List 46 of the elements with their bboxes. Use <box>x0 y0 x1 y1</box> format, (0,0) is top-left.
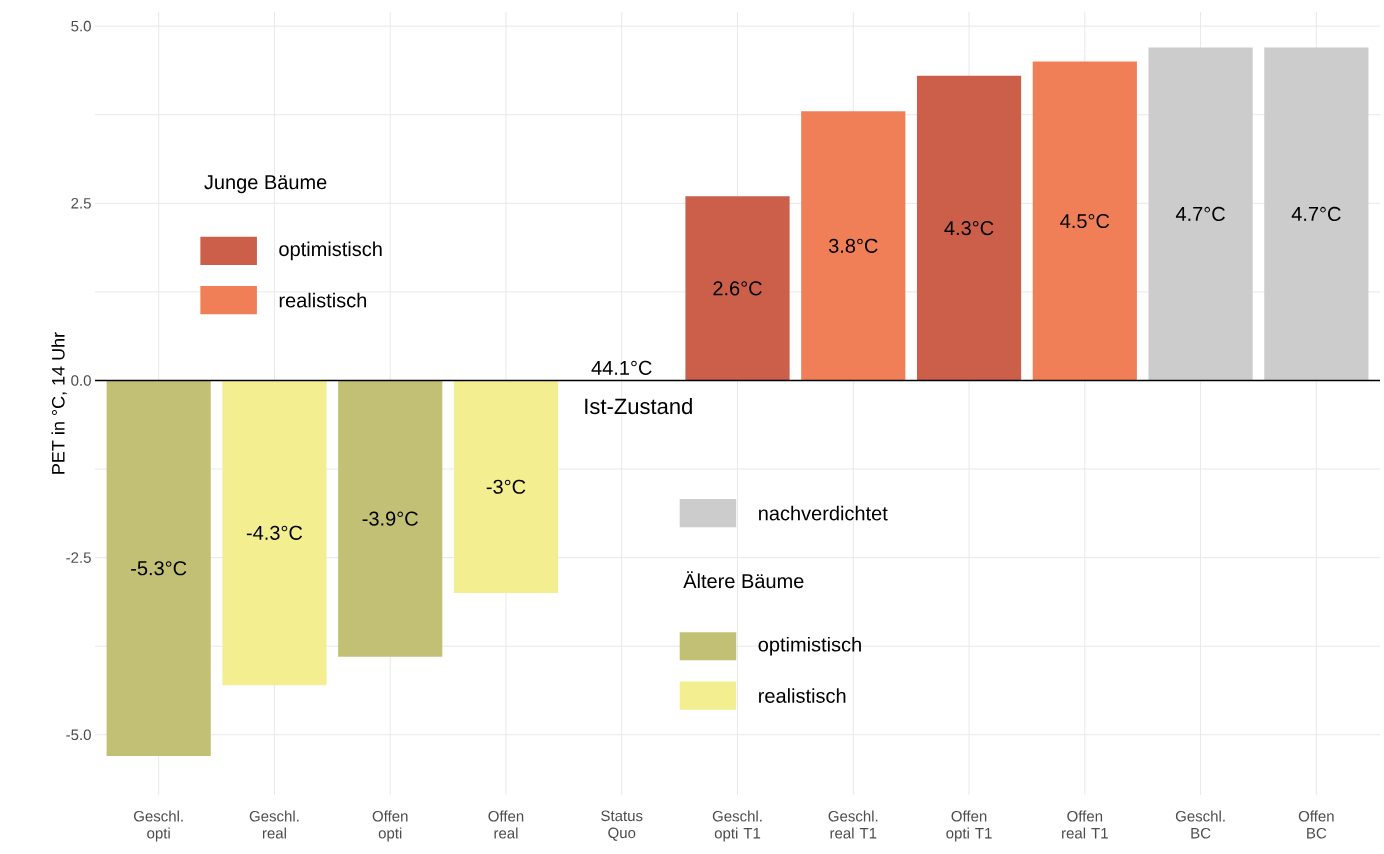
bar <box>916 75 1022 381</box>
y-tick-label: -5.0 <box>66 729 91 741</box>
legend-label: nachverdichtet <box>759 505 888 521</box>
x-tick-label: Offen real T1 <box>1062 810 1108 839</box>
bar <box>1264 47 1369 381</box>
legend-label: optimistisch <box>279 241 382 261</box>
x-tick-label: Status Quo <box>601 810 643 841</box>
x-tick-label: Geschl. BC <box>1175 810 1225 839</box>
bar <box>801 111 906 381</box>
x-tick-label: Offen opti T1 <box>946 810 992 842</box>
legend-label: realistisch <box>759 688 846 703</box>
bar <box>338 380 443 657</box>
bar <box>685 196 790 381</box>
data-label: 4.7°C <box>1291 206 1341 222</box>
data-label: -3°C <box>486 479 526 494</box>
x-tick-label: Geschl. real T1 <box>828 810 878 839</box>
y-axis-title: PET in °C, 14 Uhr <box>51 332 67 474</box>
data-label: -4.3°C <box>246 525 303 540</box>
x-tick-label: Geschl. opti <box>134 810 183 842</box>
y-tick-label: -2.5 <box>66 552 91 563</box>
bar <box>106 380 211 757</box>
bar <box>222 380 327 686</box>
bar <box>1148 47 1253 381</box>
annotation: Junge Bäume <box>204 175 327 194</box>
data-label: 2.6°C <box>713 281 762 296</box>
y-tick-label: 2.5 <box>71 198 91 209</box>
y-tick-label: 5.0 <box>71 20 91 32</box>
data-label: 4.5°C <box>1060 213 1110 229</box>
data-label: -3.9°C <box>362 511 418 526</box>
data-label: 4.3°C <box>944 221 994 236</box>
x-tick-label: Offen real <box>488 810 524 839</box>
annotation: Ist-Zustand <box>585 397 692 415</box>
bar <box>1032 61 1137 381</box>
x-tick-label: Geschl. opti T1 <box>712 810 762 842</box>
data-label: -5.3°C <box>131 561 187 576</box>
y-tick-label: 0.0 <box>71 375 91 386</box>
legend-label: optimistisch <box>758 636 861 656</box>
x-tick-label: Geschl. real <box>249 810 299 839</box>
x-tick-label: Offen BC <box>1298 810 1334 839</box>
annotation: 44.1°C <box>591 360 652 375</box>
bar <box>453 380 559 594</box>
annotation: Ältere Bäume <box>683 571 804 589</box>
data-label: 3.8°C <box>828 238 878 253</box>
data-label: 4.7°C <box>1175 206 1225 222</box>
x-tick-label: Offen opti <box>372 810 408 842</box>
legend-label: realistisch <box>279 292 367 308</box>
